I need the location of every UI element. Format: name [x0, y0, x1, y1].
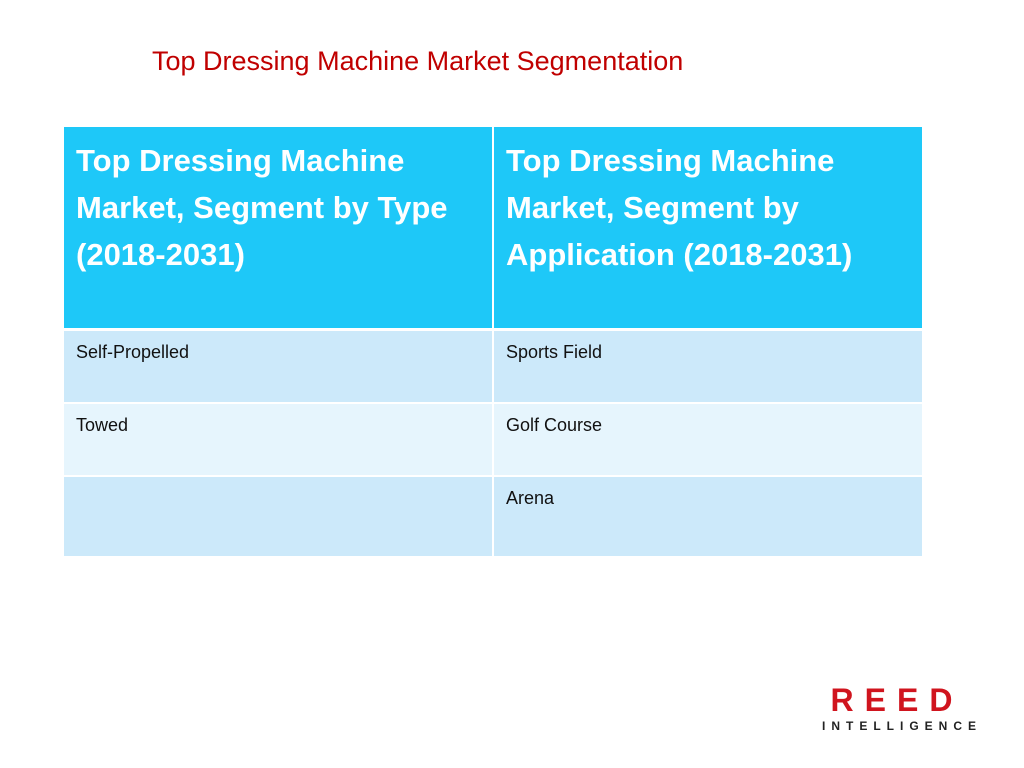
application-cell: Golf Course	[493, 403, 922, 477]
type-cell: Self-Propelled	[64, 329, 494, 404]
slide-title: Top Dressing Machine Market Segmentation	[152, 46, 684, 76]
table-row: Self-Propelled Sports Field	[64, 329, 922, 404]
reed-intelligence-logo: REED INTELLIGENCE	[818, 682, 983, 733]
header-segment-by-application: Top Dressing Machine Market, Segment by …	[493, 127, 922, 331]
table-row: Arena	[64, 476, 922, 556]
table-row: Towed Golf Course	[64, 403, 922, 477]
application-cell: Arena	[493, 476, 922, 556]
type-cell	[64, 476, 494, 556]
table-header-row: Top Dressing Machine Market, Segment by …	[64, 127, 922, 331]
application-cell: Sports Field	[493, 329, 922, 404]
segmentation-table: Top Dressing Machine Market, Segment by …	[64, 127, 922, 556]
header-segment-by-type: Top Dressing Machine Market, Segment by …	[64, 127, 494, 331]
logo-tagline: INTELLIGENCE	[822, 719, 983, 733]
logo-wordmark: REED	[830, 682, 964, 718]
type-cell: Towed	[64, 403, 494, 477]
